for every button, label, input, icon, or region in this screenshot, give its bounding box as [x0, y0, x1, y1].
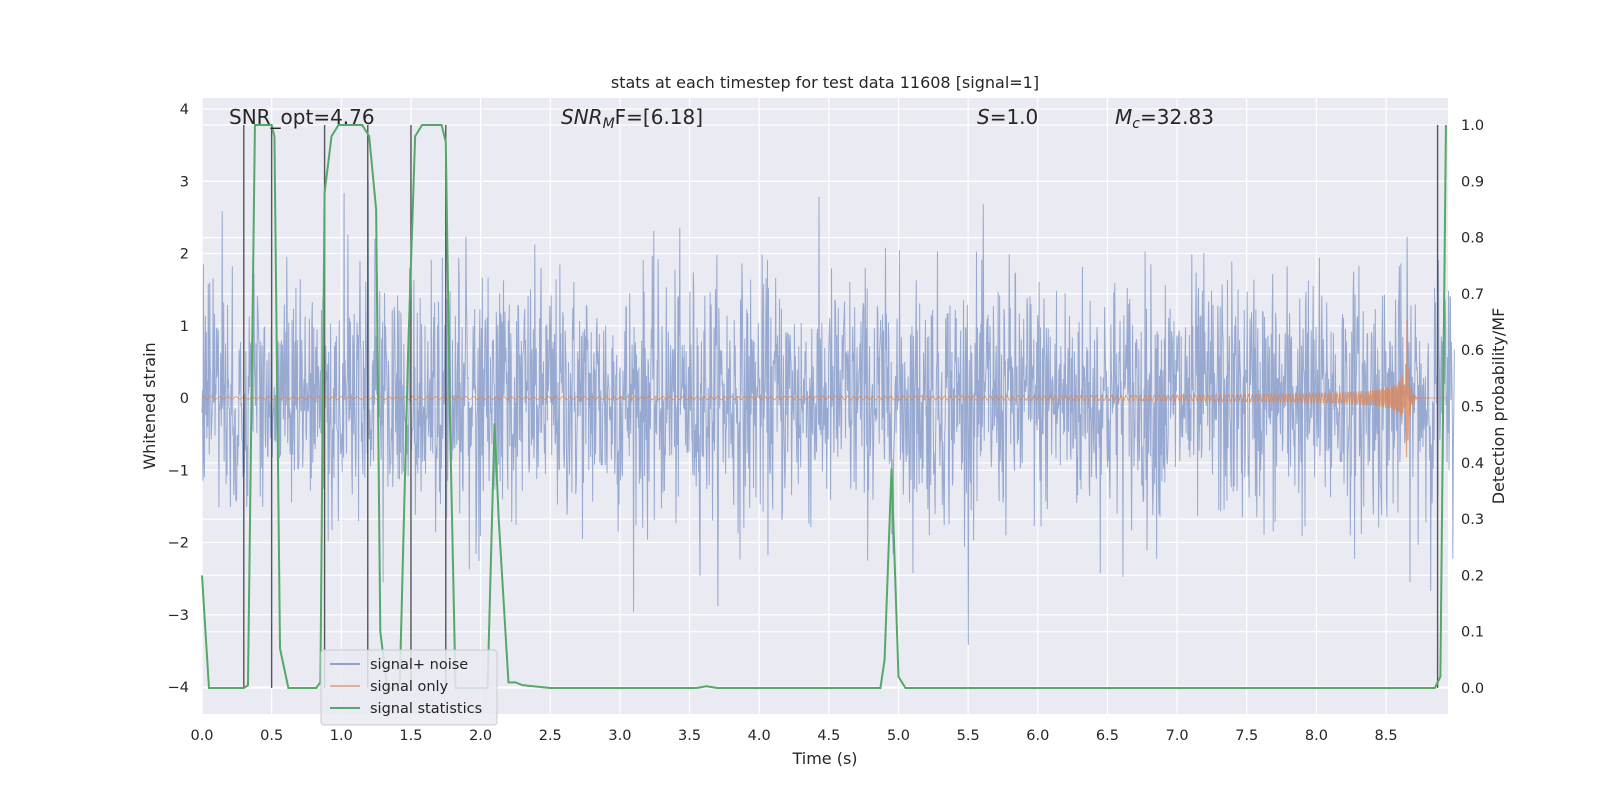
x-tick-label: 3.0 — [608, 728, 631, 744]
signal-line — [201, 319, 1446, 458]
legend-label-signal: signal only — [370, 679, 449, 695]
x-tick-label: 4.0 — [748, 728, 771, 744]
y-tick-label: −4 — [168, 680, 189, 696]
x-tick-label: 2.5 — [539, 728, 562, 744]
x-tick-label: 5.0 — [887, 728, 910, 744]
s-value: =1.0 — [990, 105, 1039, 129]
x-tick-label: 8.5 — [1375, 728, 1398, 744]
y-tick-label: −2 — [168, 536, 189, 552]
annotation-s: S=1.0 — [977, 105, 1038, 129]
legend-label-noise: signal+ noise — [370, 657, 468, 673]
y2-tick-label: 0.0 — [1461, 681, 1484, 697]
x-tick-label: 3.5 — [678, 728, 701, 744]
x-tick-label: 6.5 — [1096, 728, 1119, 744]
y2-tick-label: 0.3 — [1461, 512, 1484, 528]
y2-tick-label: 0.2 — [1461, 568, 1484, 584]
y2-tick-label: 0.4 — [1461, 456, 1484, 472]
annotation-mc: Mc=32.83 — [1115, 105, 1214, 132]
y2-tick-label: 0.6 — [1461, 343, 1484, 359]
x-tick-label: 0.5 — [260, 728, 283, 744]
mc-value: =32.83 — [1140, 105, 1214, 129]
x-tick-label: 0.0 — [190, 728, 213, 744]
x-tick-label: 5.5 — [957, 728, 980, 744]
annotation-snr-opt: SNR_opt=4.76 — [229, 105, 375, 129]
snr-mf-prefix: SNR — [561, 105, 603, 129]
series-signal-only — [201, 319, 1446, 458]
y2-tick-label: 0.7 — [1461, 287, 1484, 303]
y-tick-label: 1 — [180, 319, 189, 335]
legend-box — [320, 649, 498, 726]
y-tick-label: 4 — [180, 102, 189, 118]
statistics-line — [201, 124, 1447, 689]
x-tick-label: 1.5 — [399, 728, 422, 744]
x-tick-label: 6.0 — [1026, 728, 1049, 744]
y-tick-labels: 4 3 2 1 0 −1 −2 −3 −4 — [168, 102, 189, 696]
x-axis-label: Time (s) — [791, 749, 857, 768]
y2-tick-label: 0.1 — [1461, 625, 1484, 641]
y-tick-label: −1 — [168, 463, 189, 479]
x-tick-label: 8.0 — [1305, 728, 1328, 744]
legend: signal+ noise signal only signal statist… — [320, 649, 498, 726]
x-tick-label: 4.5 — [817, 728, 840, 744]
mc-italic: M — [1115, 105, 1132, 129]
y-tick-label: −3 — [168, 608, 189, 624]
x-tick-label: 1.0 — [330, 728, 353, 744]
x-tick-label: 7.5 — [1235, 728, 1258, 744]
legend-label-stats: signal statistics — [370, 701, 482, 717]
grid-lines — [201, 98, 1448, 714]
y-tick-label: 0 — [180, 391, 189, 407]
x-tick-labels: 0.0 0.5 1.0 1.5 2.0 2.5 3.0 3.5 4.0 4.5 5.0 5.5 6.0 6… — [190, 728, 1397, 744]
x-tick-label: 7.0 — [1166, 728, 1189, 744]
annotation-snr-mf: SNRMF=[6.18] — [561, 105, 703, 132]
y-tick-label: 2 — [180, 247, 189, 263]
snr-mf-sub: M — [603, 116, 615, 132]
mc-sub: c — [1132, 116, 1140, 132]
y2-tick-label: 0.8 — [1461, 231, 1484, 247]
series-signal-statistics — [201, 124, 1447, 689]
snr-mf-suffix: F=[6.18] — [615, 105, 703, 129]
y2-tick-label: 0.5 — [1461, 400, 1484, 416]
y2-axis-label: Detection probability/MF — [1489, 308, 1508, 505]
y2-tick-label: 0.9 — [1461, 174, 1484, 190]
y-axis-label: Whitened strain — [140, 342, 159, 469]
y2-tick-label: 1.0 — [1461, 118, 1484, 134]
y2-tick-labels: 1.0 0.9 0.8 0.7 0.6 0.5 0.4 0.3 0.2 0.1 0.0 — [1461, 118, 1484, 697]
x-tick-label: 2.0 — [469, 728, 492, 744]
y-tick-label: 3 — [180, 174, 189, 190]
s-italic: S — [977, 105, 990, 129]
chart-title: stats at each timestep for test data 116… — [611, 73, 1039, 92]
